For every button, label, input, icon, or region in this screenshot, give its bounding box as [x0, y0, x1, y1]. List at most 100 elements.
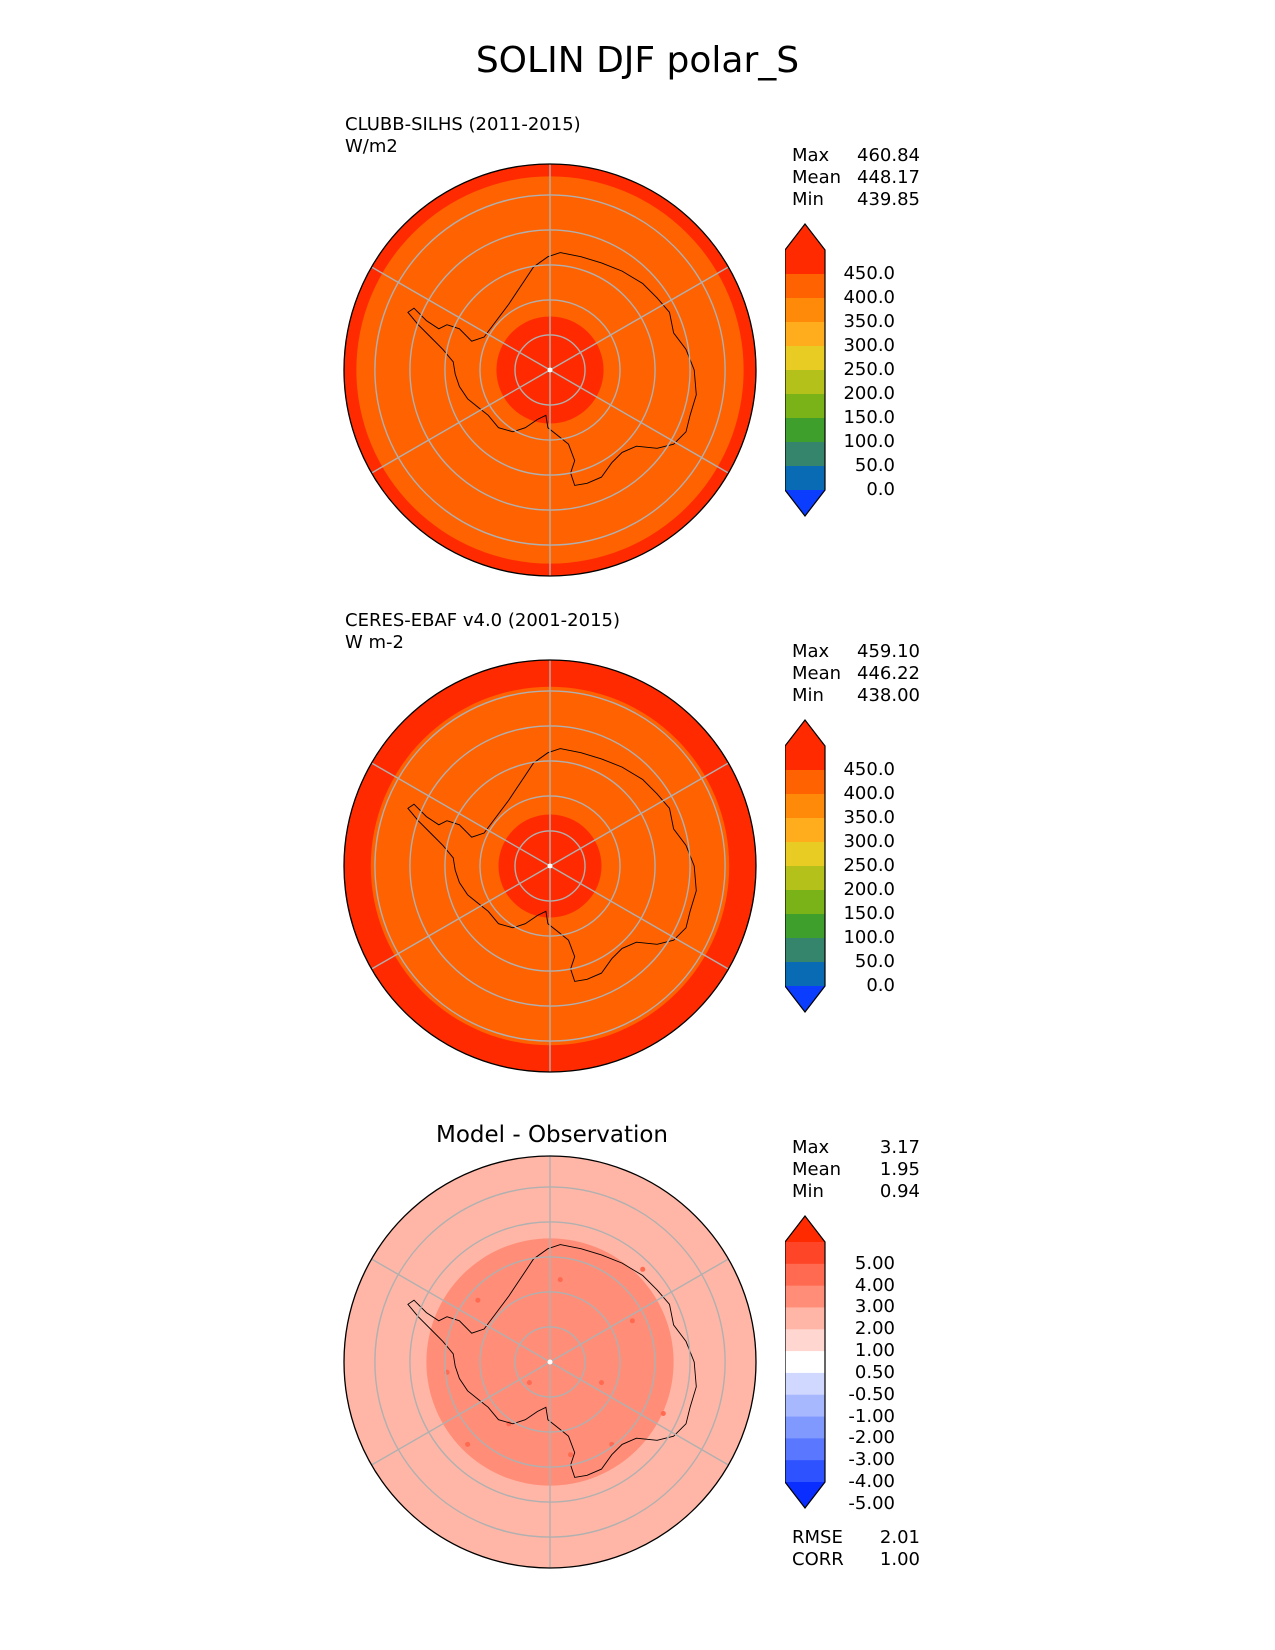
colorbar-segment: [785, 746, 825, 771]
stat-mean-label: Mean: [792, 167, 842, 188]
south-pole-marker: [547, 367, 553, 373]
stat-max-label: Max: [792, 1137, 830, 1158]
corr-label: CORR: [792, 1549, 844, 1570]
longitude-gridline: [549, 369, 729, 474]
colorbar-extend-top: [785, 224, 825, 250]
colorbar-tick-label: -5.00: [848, 1492, 895, 1514]
colorbar-tick-label: 0.50: [854, 1361, 895, 1383]
stat-mean-value: 446.22: [857, 663, 920, 684]
stat-max-value: 459.10: [857, 641, 920, 662]
panel-1-stats: Max 460.84 Mean 448.17 Min 439.85: [792, 145, 920, 211]
colorbar-outline: [785, 719, 826, 1013]
longitude-gridline: [371, 1361, 551, 1466]
panel-2-label-units: W m-2: [345, 632, 405, 653]
stat-mean-label: Mean: [792, 1159, 842, 1180]
map-data-layer: [344, 660, 756, 1072]
longitude-gridline: [549, 865, 729, 970]
colorbar-tick-label: 250.0: [843, 359, 895, 380]
colorbar-extend-top: [785, 720, 825, 746]
corr-value: 1.00: [879, 1549, 920, 1570]
speckle: [568, 1452, 574, 1458]
panel-1-colorbar: [785, 223, 826, 517]
colorbar-tick-label: 0.0: [866, 975, 895, 996]
longitude-gridline: [549, 762, 729, 867]
panel-3-colorbar: [785, 1215, 826, 1509]
colorbar-tick-label: 350.0: [843, 807, 895, 828]
colorbar-tick-label: 2.00: [854, 1318, 895, 1340]
colorbar-tick-label: -3.00: [848, 1449, 895, 1471]
colorbar-segment: [785, 274, 825, 299]
colorbar-segment: [785, 418, 825, 443]
stat-max-value: 3.17: [879, 1137, 920, 1158]
stat-min-label: Min: [792, 189, 824, 210]
colorbar-segment: [785, 1416, 825, 1439]
colorbar-segment: [785, 1329, 825, 1352]
rmse-label: RMSE: [792, 1527, 843, 1548]
longitude-gridline: [549, 266, 729, 371]
speckle: [660, 1411, 666, 1416]
stat-min-value: 0.94: [879, 1181, 920, 1202]
colorbar-tick-label: 300.0: [843, 335, 895, 356]
colorbar-segment: [785, 962, 825, 987]
speckle: [465, 1441, 471, 1447]
colorbar-segment: [785, 914, 825, 939]
colorbar-extend-bottom: [785, 986, 825, 1012]
stat-max-value: 460.84: [857, 145, 920, 166]
colorbar-segment: [785, 818, 825, 843]
colorbar-segment: [785, 1285, 825, 1308]
colorbar-outline: [785, 1215, 826, 1509]
speckle: [557, 1277, 563, 1283]
south-pole-marker: [547, 863, 553, 869]
longitude-gridline: [371, 865, 551, 970]
stat-mean-value: 1.95: [879, 1159, 920, 1180]
colorbar-segment: [785, 322, 825, 347]
colorbar-segment: [785, 842, 825, 867]
colorbar-segment: [785, 1351, 825, 1374]
panel-1-label-case: CLUBB-SILHS (2011-2015): [345, 114, 581, 135]
longitude-gridline: [371, 762, 551, 867]
colorbar-tick-label: 250.0: [843, 855, 895, 876]
colorbar-outline: [785, 223, 826, 517]
stat-mean-label: Mean: [792, 663, 842, 684]
colorbar-tick-label: 100.0: [843, 431, 895, 452]
colorbar-tick-label: 200.0: [843, 879, 895, 900]
panel-1-polar-map: [343, 163, 757, 577]
colorbar-tick-label: -1.00: [848, 1405, 895, 1427]
colorbar-segment: [785, 794, 825, 819]
colorbar-segment: [785, 1372, 825, 1396]
colorbar-tick-label: 200.0: [843, 383, 895, 404]
panel-1-label-units: W/m2: [345, 136, 398, 157]
map-boundary: [343, 163, 757, 577]
colorbar-extend-top: [785, 1216, 825, 1242]
stat-max-label: Max: [792, 641, 830, 662]
colorbar-segment: [785, 370, 825, 395]
colorbar-segment: [785, 1460, 825, 1483]
stat-min-label: Min: [792, 685, 824, 706]
colorbar-tick-label: 50.0: [854, 455, 895, 476]
speckle: [629, 1318, 635, 1324]
colorbar-tick-label: 5.00: [854, 1252, 895, 1274]
panel-2-label-case: CERES-EBAF v4.0 (2001-2015): [345, 610, 621, 631]
colorbar-segment: [785, 938, 825, 963]
colorbar-tick-label: 0.0: [866, 479, 895, 500]
colorbar-tick-label: -2.00: [848, 1427, 895, 1449]
map-boundary: [343, 1155, 757, 1569]
speckle: [475, 1297, 481, 1303]
colorbar-segment: [785, 466, 825, 491]
longitude-gridline: [371, 266, 551, 371]
stat-mean-value: 448.17: [857, 167, 920, 188]
colorbar-segment: [785, 770, 825, 795]
longitude-gridline: [371, 1258, 551, 1363]
panel-2-colorbar: [785, 719, 826, 1013]
colorbar-segment: [785, 1394, 825, 1418]
colorbar-segment: [785, 1263, 825, 1287]
colorbar-tick-label: 450.0: [843, 759, 895, 780]
colorbar-tick-label: 3.00: [854, 1296, 895, 1318]
colorbar-segment: [785, 890, 825, 915]
longitude-gridline: [549, 1361, 729, 1466]
colorbar-segment: [785, 1242, 825, 1265]
colorbar-extend-bottom: [785, 1482, 825, 1508]
colorbar-tick-label: 1.00: [854, 1340, 895, 1362]
colorbar-segment: [785, 298, 825, 323]
speckle: [640, 1266, 646, 1272]
